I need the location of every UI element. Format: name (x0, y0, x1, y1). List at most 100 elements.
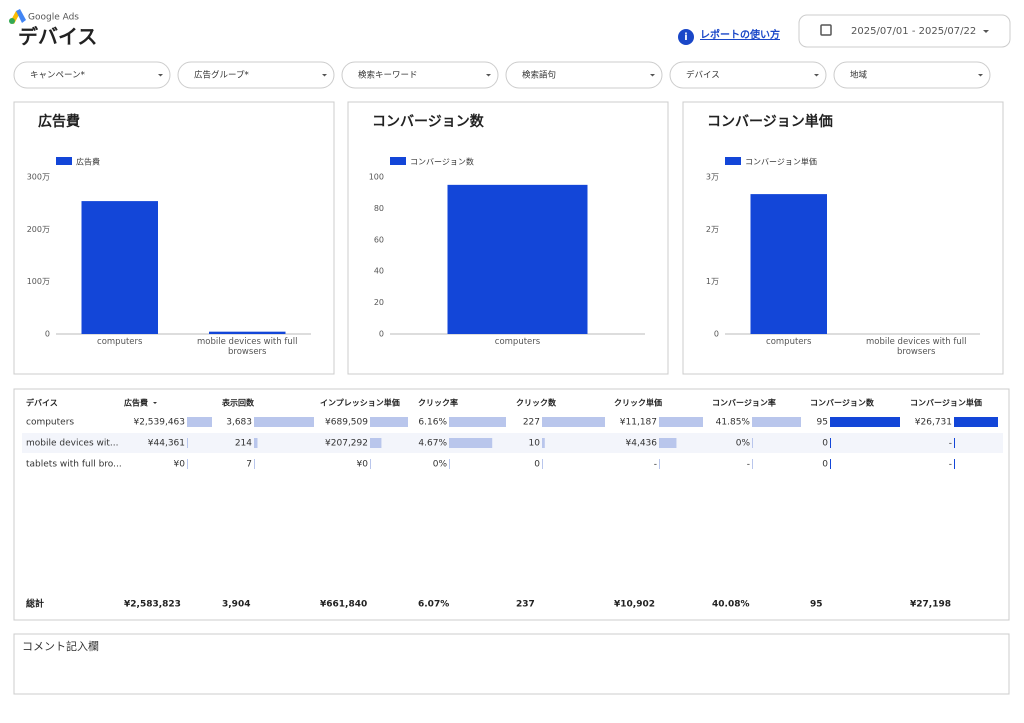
legend-swatch (390, 157, 406, 165)
column-header[interactable]: クリック率 (418, 398, 458, 408)
cell-value: 95 (817, 418, 828, 428)
column-header[interactable]: コンバージョン数 (810, 398, 875, 408)
table-bar (830, 417, 900, 427)
y-tick-label: 2万 (706, 225, 719, 234)
cell-value: ¥4,436 (626, 439, 658, 449)
column-header[interactable]: クリック数 (516, 398, 557, 408)
cell-value: 0 (822, 439, 828, 449)
filter-label: 検索語句 (522, 70, 556, 81)
column-header[interactable]: インプレッション単価 (320, 398, 400, 408)
x-tick-label: mobile devices with full browsers (197, 337, 298, 357)
x-tick-label-box: computers (495, 337, 540, 347)
total-cell: ¥27,198 (910, 600, 951, 610)
cell-value: 3,683 (226, 418, 252, 428)
dropdown-arrow (814, 74, 819, 77)
dropdown-arrow (978, 74, 983, 77)
x-tick-label-box: computers (766, 337, 811, 347)
y-tick-label: 3万 (706, 173, 719, 182)
cell-value: 214 (235, 439, 252, 449)
calendar-icon (820, 24, 832, 36)
table-bar (954, 417, 998, 427)
filter-label: 地域 (850, 70, 868, 81)
table-bar (254, 417, 314, 427)
y-tick-label: 40 (374, 267, 384, 276)
total-cell: 6.07% (418, 600, 449, 610)
cell-value: - (949, 460, 952, 470)
cell-value: - (949, 439, 952, 449)
date-range: 2025/07/01 - 2025/07/22 (851, 26, 976, 37)
info-icon[interactable] (678, 29, 694, 45)
cell-value: - (654, 460, 657, 470)
legend-label: 広告費 (76, 157, 100, 167)
y-tick-label: 0 (379, 330, 384, 339)
filter-box[interactable] (505, 61, 663, 89)
x-tick-label: mobile devices with full browsers (866, 337, 967, 357)
filter-box[interactable] (341, 61, 499, 89)
total-cell: 総計 (26, 598, 44, 610)
table-bar (370, 417, 408, 427)
table-bar (542, 417, 605, 427)
info-i: i (684, 32, 687, 43)
date-picker[interactable] (798, 14, 1011, 48)
table-panel (13, 388, 1010, 621)
cell-value: ¥0 (357, 460, 369, 470)
table-bar (187, 417, 212, 427)
filter-box[interactable] (669, 61, 827, 89)
filter-label: 検索キーワード (358, 70, 418, 81)
panel (13, 101, 335, 375)
table-bar (254, 438, 258, 448)
y-tick-label: 0 (45, 330, 50, 339)
panel (682, 101, 1004, 375)
cell-value: 6.16% (418, 418, 447, 428)
y-tick-label: 200万 (27, 225, 50, 234)
cell-value: 10 (529, 439, 541, 449)
dropdown-arrow (322, 74, 327, 77)
column-header[interactable]: コンバージョン率 (712, 398, 776, 408)
cell-value: ¥26,731 (915, 418, 952, 428)
cell-value: ¥689,509 (325, 418, 368, 428)
column-header[interactable]: クリック単価 (614, 398, 662, 408)
filter-box[interactable] (833, 61, 991, 89)
filter-label: キャンペーン* (30, 71, 85, 81)
chart-title: コンバージョン数 (372, 113, 485, 130)
cell-value: 0% (433, 460, 448, 470)
y-tick-label: 300万 (27, 173, 50, 182)
y-tick-label: 100 (369, 173, 384, 182)
page-title: デバイス (18, 25, 97, 49)
bar (81, 201, 158, 334)
cell-value: - (747, 460, 750, 470)
cell-value: 41.85% (716, 418, 751, 428)
filter-box[interactable] (13, 61, 171, 89)
help-link[interactable]: レポートの使い方 (700, 28, 780, 41)
y-tick-label: 100万 (27, 277, 50, 286)
dropdown-arrow (158, 74, 163, 77)
column-header[interactable]: 広告費 (124, 398, 148, 408)
x-tick-label: computers (97, 337, 143, 347)
x-tick-label-box: computers (97, 337, 143, 347)
cell-value: 227 (523, 418, 540, 428)
legend-label: コンバージョン単価 (745, 157, 817, 167)
dropdown-arrow (650, 74, 655, 77)
column-header[interactable]: コンバージョン単価 (910, 398, 982, 408)
chart-title: 広告費 (38, 113, 80, 130)
bar (447, 184, 588, 334)
cell-value: 0% (736, 439, 751, 449)
filter-box[interactable] (177, 61, 335, 89)
cell-value: ¥11,187 (620, 418, 657, 428)
table-bar (542, 438, 545, 448)
y-tick-label: 0 (714, 330, 719, 339)
cell-value: 4.67% (418, 439, 447, 449)
row-label: computers (26, 418, 74, 428)
cell-value: ¥0 (174, 460, 186, 470)
cell-value: 7 (246, 460, 252, 470)
total-cell: 95 (810, 600, 823, 610)
chart-title: コンバージョン単価 (707, 113, 833, 130)
logo (9, 9, 26, 24)
total-cell: ¥10,902 (614, 600, 655, 610)
bar (750, 194, 827, 334)
y-tick-label: 20 (374, 298, 384, 307)
y-tick-label: 60 (374, 235, 384, 244)
y-tick-label: 1万 (706, 277, 719, 286)
column-header[interactable]: 表示回数 (221, 398, 255, 408)
